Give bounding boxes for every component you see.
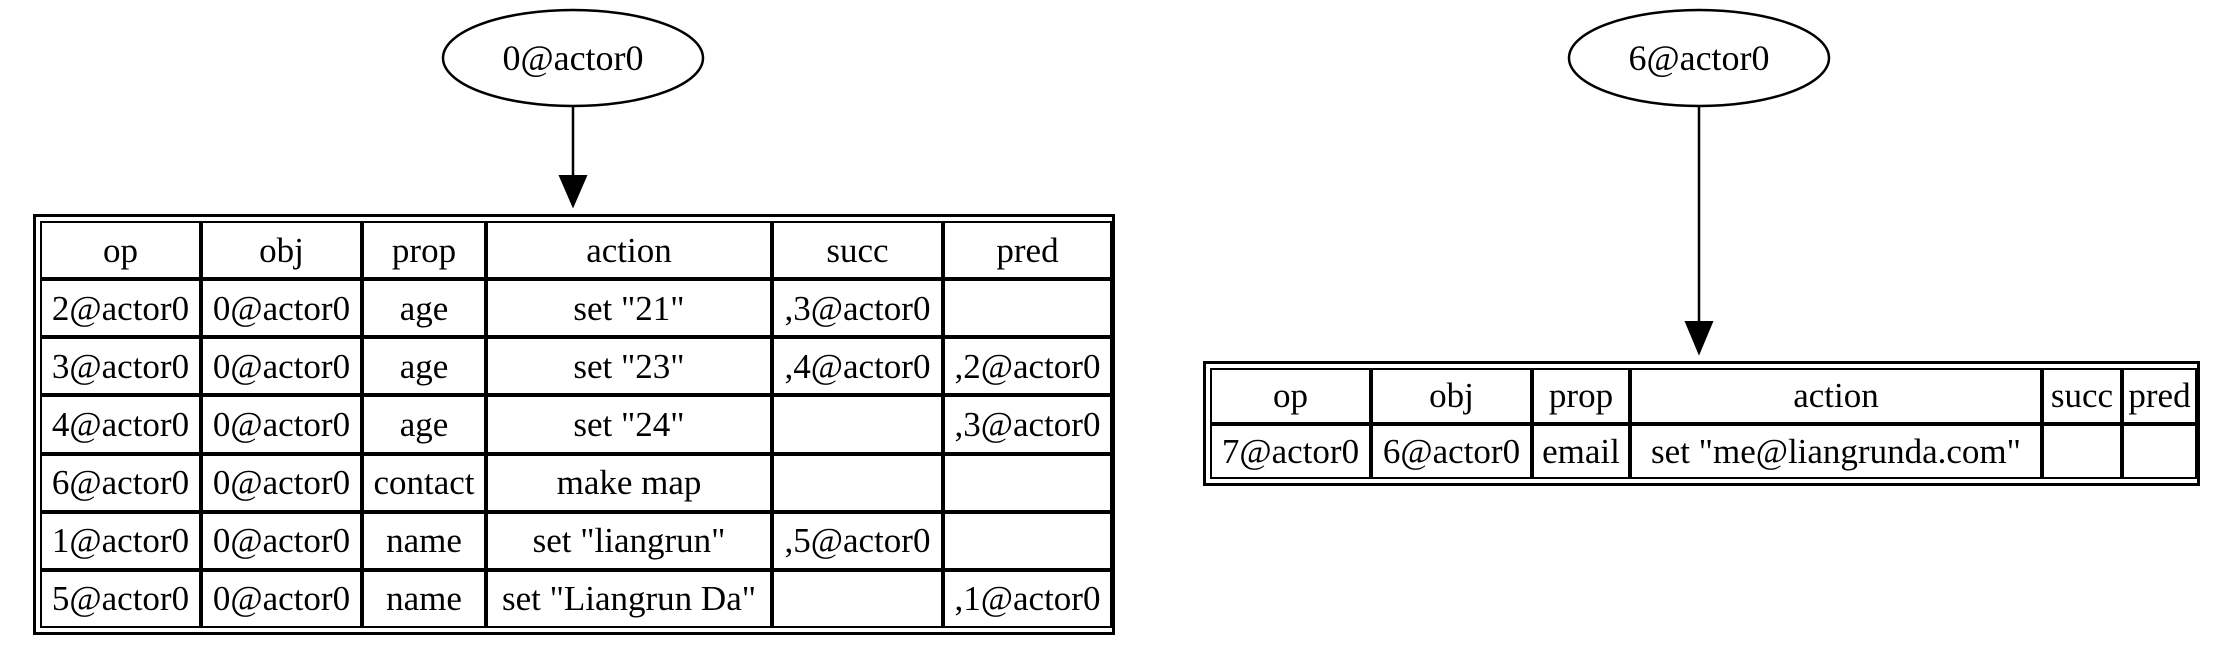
table-cell-action: set "liangrun"	[486, 511, 772, 570]
table-row: 7@actor0 6@actor0 email set "me@liangrunda.…	[1210, 423, 2197, 479]
table-cell-prop: age	[362, 279, 486, 338]
node-6-actor0[interactable]: 6@actor0	[1567, 8, 1831, 108]
column-header-prop: prop	[1532, 368, 1630, 424]
table-row: 1@actor0 0@actor0 name set "liangrun" ,5@act…	[40, 511, 1112, 570]
table-cell-pred	[943, 511, 1112, 570]
table-cell-pred: ,2@actor0	[943, 337, 1112, 396]
table-cell-obj: 0@actor0	[201, 569, 362, 628]
table-cell-prop: email	[1532, 423, 1630, 479]
table-cell-prop: age	[362, 395, 486, 454]
table-header-row: op obj prop action succ pred	[1210, 368, 2197, 424]
table-cell-succ: ,3@actor0	[772, 279, 943, 338]
table-cell-obj: 0@actor0	[201, 337, 362, 396]
ops-table-6: op obj prop action succ pred 7@actor0 6@actor0 e…	[1210, 368, 2197, 479]
table-row: 4@actor0 0@actor0 age set "24" ,3@actor0	[40, 395, 1112, 454]
column-header-op: op	[1210, 368, 1371, 424]
table-cell-prop: name	[362, 569, 486, 628]
column-header-action: action	[486, 221, 772, 280]
table-cell-op: 2@actor0	[40, 279, 201, 338]
edge-node-6-to-table-6	[1684, 106, 1714, 356]
edge-6-arrowhead	[1684, 321, 1714, 356]
edge-node-0-to-table-0	[558, 106, 588, 209]
table-cell-succ	[2042, 423, 2122, 479]
column-header-pred: pred	[943, 221, 1112, 280]
table-cell-obj: 0@actor0	[201, 511, 362, 570]
ops-table-0: op obj prop action succ pred 2@actor0 0@actor0 a…	[40, 221, 1112, 628]
table-cell-op: 4@actor0	[40, 395, 201, 454]
table-cell-succ: ,4@actor0	[772, 337, 943, 396]
table-row: 2@actor0 0@actor0 age set "21" ,3@actor0	[40, 279, 1112, 338]
table-cell-op: 1@actor0	[40, 511, 201, 570]
ops-table-node-6: op obj prop action succ pred 7@actor0 6@actor0 e…	[1203, 361, 2200, 486]
table-row: 3@actor0 0@actor0 age set "23" ,4@actor0,2@a…	[40, 337, 1112, 396]
table-cell-action: make map	[486, 453, 772, 512]
table-cell-succ	[772, 395, 943, 454]
table-cell-op: 7@actor0	[1210, 423, 1371, 479]
table-cell-action: set "21"	[486, 279, 772, 338]
column-header-succ: succ	[2042, 368, 2122, 424]
column-header-succ: succ	[772, 221, 943, 280]
table-cell-obj: 6@actor0	[1371, 423, 1532, 479]
table-cell-obj: 0@actor0	[201, 279, 362, 338]
column-header-action: action	[1630, 368, 2042, 424]
node-0-actor0[interactable]: 0@actor0	[441, 8, 705, 108]
column-header-obj: obj	[1371, 368, 1532, 424]
node-6-label: 6@actor0	[1628, 38, 1769, 78]
column-header-obj: obj	[201, 221, 362, 280]
ops-table-node-0: op obj prop action succ pred 2@actor0 0@actor0 a…	[33, 214, 1115, 635]
table-row: 5@actor0 0@actor0 name set "Liangrun Da" ,1@…	[40, 569, 1112, 628]
table-cell-succ	[772, 453, 943, 512]
table-cell-obj: 0@actor0	[201, 395, 362, 454]
node-0-label: 0@actor0	[502, 38, 643, 78]
table-row: 6@actor0 0@actor0 contact make map	[40, 453, 1112, 512]
table-cell-action: set "me@liangrunda.com"	[1630, 423, 2042, 479]
table-header-row: op obj prop action succ pred	[40, 221, 1112, 280]
table-cell-prop: age	[362, 337, 486, 396]
table-cell-pred: ,3@actor0	[943, 395, 1112, 454]
column-header-op: op	[40, 221, 201, 280]
column-header-pred: pred	[2122, 368, 2197, 424]
table-cell-action: set "24"	[486, 395, 772, 454]
table-cell-obj: 0@actor0	[201, 453, 362, 512]
table-cell-succ	[772, 569, 943, 628]
edge-0-arrowhead	[558, 175, 588, 209]
table-cell-pred: ,1@actor0	[943, 569, 1112, 628]
table-cell-op: 3@actor0	[40, 337, 201, 396]
table-cell-pred	[2122, 423, 2197, 479]
table-cell-op: 5@actor0	[40, 569, 201, 628]
table-cell-prop: contact	[362, 453, 486, 512]
table-cell-op: 6@actor0	[40, 453, 201, 512]
table-cell-pred	[943, 453, 1112, 512]
table-cell-action: set "23"	[486, 337, 772, 396]
column-header-prop: prop	[362, 221, 486, 280]
table-cell-succ: ,5@actor0	[772, 511, 943, 570]
table-cell-pred	[943, 279, 1112, 338]
table-cell-action: set "Liangrun Da"	[486, 569, 772, 628]
table-cell-prop: name	[362, 511, 486, 570]
